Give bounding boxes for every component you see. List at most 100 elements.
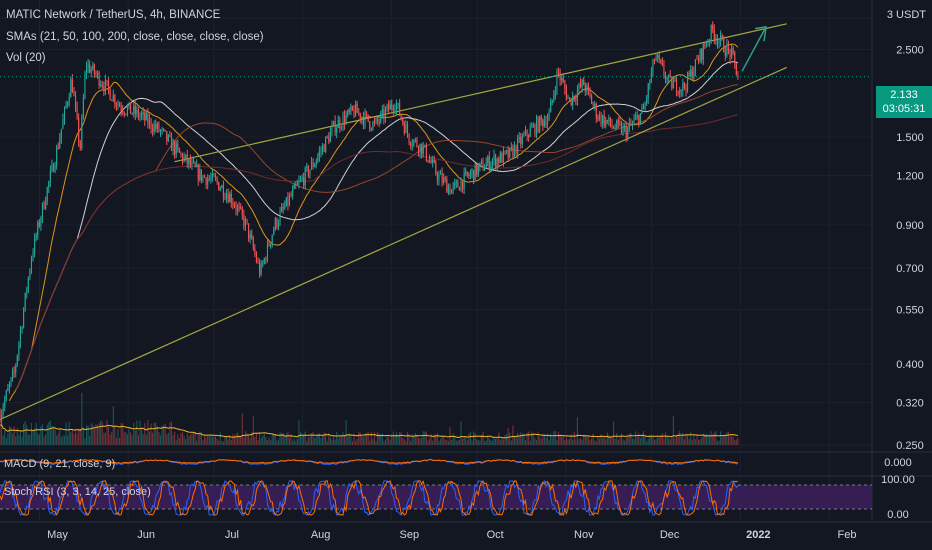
stoch-band [0, 485, 872, 509]
candle-body [364, 112, 366, 125]
sma-200-line [15, 114, 739, 391]
volume-bar [174, 431, 176, 445]
candle-body [512, 147, 514, 157]
candle-body [240, 207, 242, 209]
volume-bar [71, 429, 73, 445]
volume-bar [513, 436, 516, 445]
candle-body [484, 168, 486, 171]
volume-bar [361, 435, 363, 445]
volume-bar [159, 435, 162, 445]
candle-body [35, 235, 37, 238]
currency-label[interactable]: 3 USDT [886, 9, 926, 21]
volume-bar [704, 434, 706, 445]
stoch-legend[interactable]: Stoch RSI (3, 3, 14, 25, close) [4, 486, 151, 498]
candle-body [318, 151, 320, 157]
candle-body [257, 261, 259, 263]
macd-zero-label: 0.000 [884, 457, 912, 469]
volume-bar [37, 433, 39, 445]
candle-body [609, 117, 612, 125]
candle-body [317, 156, 319, 161]
candle-body [235, 206, 237, 211]
volume-bar [265, 436, 267, 445]
volume-bar [218, 440, 220, 445]
candle-body [466, 171, 468, 176]
candle-body [428, 160, 431, 163]
sma-legend[interactable]: SMAs (21, 50, 100, 200, close, close, cl… [6, 31, 264, 43]
volume-bar [517, 432, 519, 445]
candle-body [180, 152, 182, 155]
candle-body [606, 119, 608, 122]
candle-body [164, 129, 166, 132]
candle-body [639, 113, 641, 125]
volume-bar [636, 436, 638, 445]
candle-body [576, 90, 578, 100]
chart-title[interactable]: MATIC Network / TetherUS, 4h, BINANCE [6, 9, 221, 21]
candle-body [142, 112, 144, 115]
volume-bar [720, 431, 722, 445]
macd-legend[interactable]: MACD (9, 21, close, 9) [4, 458, 116, 470]
volume-bar [339, 436, 341, 445]
volume-bar [425, 431, 427, 445]
price-axis[interactable]: 2.500 1.500 1.200 0.900 0.700 0.550 0.400 0.320… [896, 44, 924, 452]
candle-body [196, 165, 198, 167]
volume-bar [29, 434, 31, 445]
candle-body [480, 161, 482, 163]
volume-bar [251, 431, 253, 445]
volume-bar [631, 438, 634, 445]
candle-body [520, 137, 522, 145]
volume-bar [421, 437, 423, 445]
volume-bar [207, 435, 209, 445]
candle-body [123, 112, 125, 114]
volume-bar [290, 434, 292, 445]
candle-body [506, 150, 508, 152]
candle-body [24, 292, 26, 310]
volume-bar [89, 435, 91, 445]
volume-bar [576, 417, 578, 445]
candle-body [683, 82, 685, 88]
volume-bar [19, 430, 22, 445]
candle-body [131, 113, 133, 115]
candle-body [556, 71, 558, 92]
volume-bar [521, 434, 523, 445]
candle-body [285, 197, 287, 207]
candle-body [454, 182, 456, 186]
volume-bar [359, 432, 361, 445]
candle-body [320, 151, 322, 153]
time-axis[interactable]: May Jun Jul Aug Sep Oct Nov Dec 2022 Feb [47, 529, 856, 541]
candle-body [642, 107, 645, 110]
volume-bar [304, 431, 306, 445]
candle-body [200, 169, 202, 181]
candle-body [27, 277, 29, 291]
volume-bar [674, 437, 676, 445]
volume-bar [701, 437, 703, 445]
volume-bar [123, 432, 125, 445]
candle-body [510, 147, 512, 149]
candle-body [633, 119, 635, 123]
candle-body [252, 238, 254, 249]
candle-body [339, 120, 341, 129]
candle-body [631, 122, 634, 125]
volume-bar [23, 424, 25, 445]
volume-bar [444, 439, 446, 445]
volume-bar [660, 435, 662, 445]
volume-bar [224, 436, 226, 445]
volume-bar [43, 436, 45, 445]
volume-bar [188, 436, 190, 445]
volume-bar [649, 434, 651, 445]
candle-body [152, 128, 154, 132]
candle-body [595, 103, 597, 118]
candle-body [18, 343, 20, 356]
candle-body [177, 143, 179, 149]
volume-bar [432, 440, 434, 445]
trendlines[interactable] [0, 23, 787, 421]
volume-bar [331, 439, 333, 445]
candle-body [521, 136, 523, 145]
candle-body [619, 122, 621, 124]
volume-bar [208, 436, 210, 445]
volume-bar [309, 436, 311, 445]
candle-body [462, 181, 464, 189]
volume-legend[interactable]: Vol (20) [6, 52, 46, 64]
volume-bar [111, 431, 113, 445]
candle-body [718, 41, 720, 44]
